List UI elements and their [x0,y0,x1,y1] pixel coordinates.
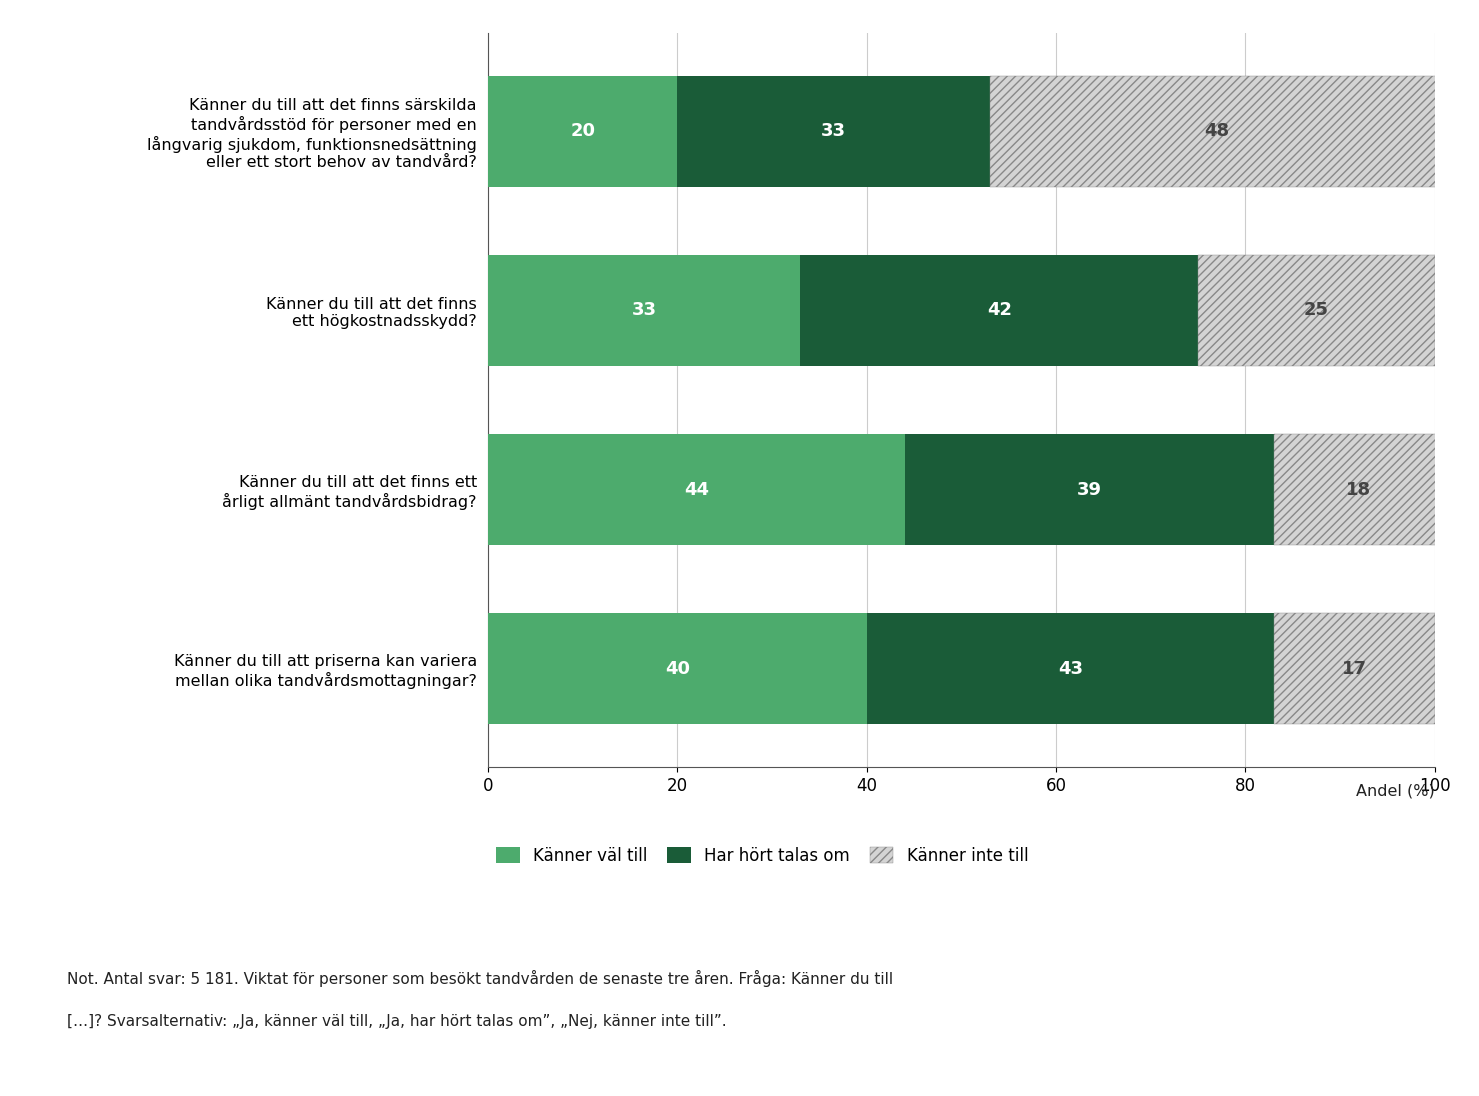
Legend: Känner väl till, Har hört talas om, Känner inte till: Känner väl till, Har hört talas om, Känn… [497,847,1028,865]
Bar [677,76,989,187]
Bar [488,76,677,187]
Text: 18: 18 [1346,480,1371,499]
Text: 43: 43 [1057,660,1083,677]
Bar [867,613,1273,724]
Text: 33: 33 [632,301,657,320]
Text: 20: 20 [571,123,595,140]
Bar [1198,255,1435,366]
Text: 44: 44 [683,480,708,499]
Text: 17: 17 [1341,660,1367,677]
Bar [488,255,800,366]
Bar [800,255,1198,366]
Bar [989,76,1444,187]
Bar [1273,434,1444,545]
Bar [488,613,867,724]
Text: 33: 33 [821,123,846,140]
Text: 25: 25 [1304,301,1328,320]
Text: 39: 39 [1077,480,1102,499]
Text: 48: 48 [1204,123,1229,140]
Text: 42: 42 [986,301,1012,320]
Text: 40: 40 [666,660,689,677]
Bar [905,434,1273,545]
Text: Andel (%): Andel (%) [1356,784,1435,799]
Text: Not. Antal svar: 5 181. Viktat för personer som besökt tandvården de senaste tre: Not. Antal svar: 5 181. Viktat för perso… [67,970,893,987]
Bar [488,434,905,545]
Bar [1273,613,1435,724]
Text: […]? Svarsalternativ: „Ja, känner väl till, „Ja, har hört talas om”, „Nej, känne: […]? Svarsalternativ: „Ja, känner väl ti… [67,1014,726,1029]
